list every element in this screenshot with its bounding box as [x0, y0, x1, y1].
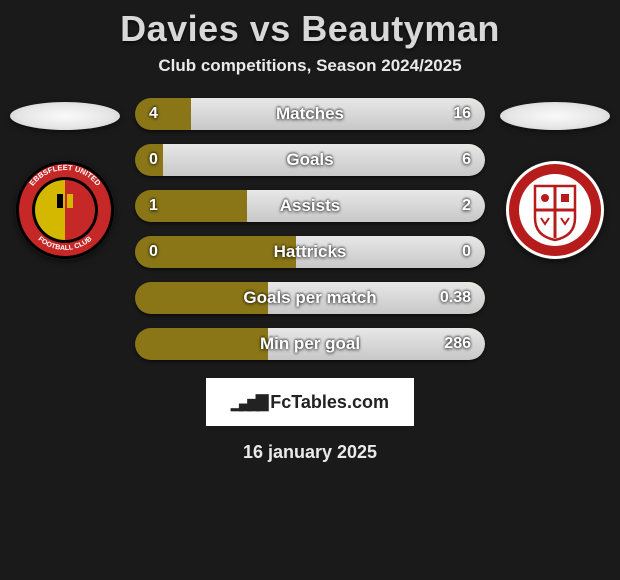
- left-player-col: EBBSFLEET UNITED FOOTBALL CLUB: [5, 98, 125, 260]
- player-photo-placeholder-right: [500, 102, 610, 130]
- comparison-card: Davies vs Beautyman Club competitions, S…: [0, 0, 620, 463]
- right-player-col: [495, 98, 615, 260]
- watermark-text: FcTables.com: [270, 392, 389, 413]
- stat-bar: 0Goals6: [135, 144, 485, 176]
- player-photo-placeholder-left: [10, 102, 120, 130]
- stat-label: Hattricks: [135, 236, 485, 268]
- stat-label: Min per goal: [135, 328, 485, 360]
- stat-value-right: 0: [462, 236, 471, 268]
- bars-icon: ▁▃▅▇: [231, 392, 264, 412]
- stat-bar: Min per goal286: [135, 328, 485, 360]
- stat-bar: Goals per match0.38: [135, 282, 485, 314]
- date-text: 16 january 2025: [0, 442, 620, 463]
- stat-label: Goals per match: [135, 282, 485, 314]
- woking-badge-icon: [505, 160, 605, 260]
- watermark: ▁▃▅▇ FcTables.com: [206, 378, 414, 426]
- subtitle: Club competitions, Season 2024/2025: [0, 56, 620, 76]
- stat-bars-column: 4Matches160Goals61Assists20Hattricks0Goa…: [135, 98, 485, 360]
- stat-value-right: 2: [462, 190, 471, 222]
- stat-label: Goals: [135, 144, 485, 176]
- club-badge-right: [505, 160, 605, 260]
- page-title: Davies vs Beautyman: [0, 8, 620, 50]
- stat-value-right: 16: [453, 98, 471, 130]
- stat-bar: 4Matches16: [135, 98, 485, 130]
- club-badge-left: EBBSFLEET UNITED FOOTBALL CLUB: [15, 160, 115, 260]
- stat-value-right: 286: [444, 328, 471, 360]
- stat-label: Matches: [135, 98, 485, 130]
- ebbsfleet-badge-icon: EBBSFLEET UNITED FOOTBALL CLUB: [15, 160, 115, 260]
- stat-bar: 1Assists2: [135, 190, 485, 222]
- stat-bar: 0Hattricks0: [135, 236, 485, 268]
- stat-value-right: 6: [462, 144, 471, 176]
- content-row: EBBSFLEET UNITED FOOTBALL CLUB 4Matches1…: [0, 98, 620, 360]
- stat-label: Assists: [135, 190, 485, 222]
- stat-value-right: 0.38: [440, 282, 471, 314]
